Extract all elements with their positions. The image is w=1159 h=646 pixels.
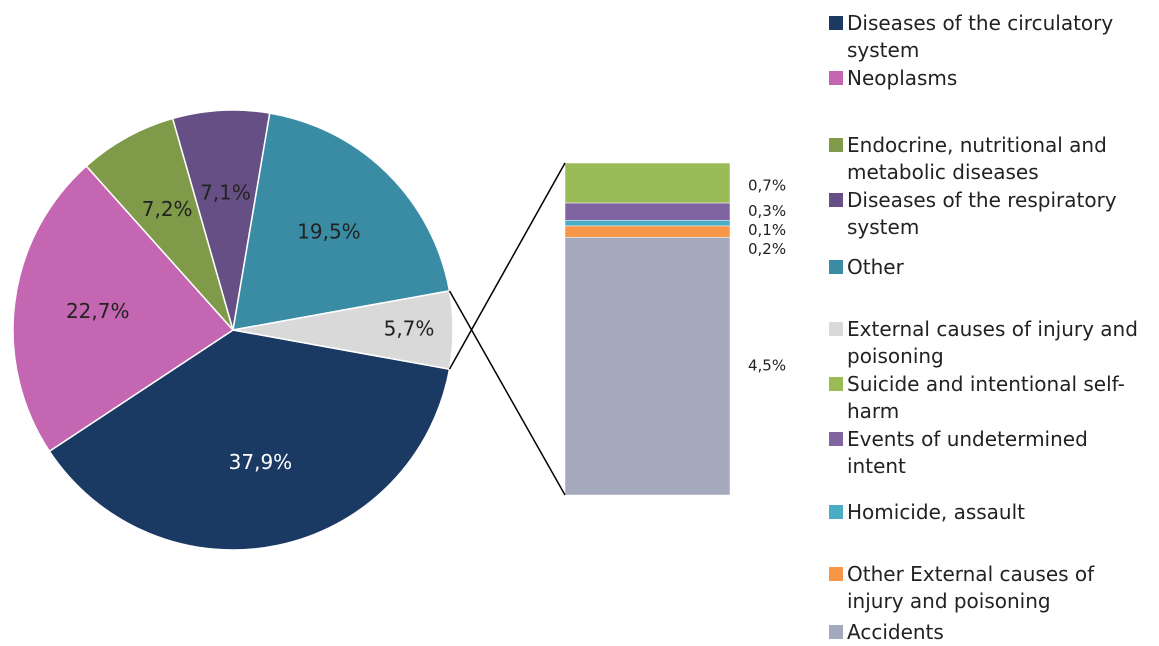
legend-label: Homicide, assault bbox=[847, 500, 1026, 524]
bar-label: 4,5% bbox=[748, 357, 786, 375]
legend-label: Other bbox=[847, 255, 904, 279]
legend-entry: Suicide and intentional self-harm bbox=[829, 371, 1149, 425]
legend-entry: Events of undetermined intent bbox=[829, 426, 1149, 480]
pie-slice bbox=[48, 329, 451, 551]
legend-entry: Neoplasms bbox=[829, 65, 1149, 92]
data-label: 7,2% bbox=[142, 197, 193, 221]
data-label: 22,7% bbox=[66, 299, 130, 323]
legend-label: External causes of injury and poisoning bbox=[847, 317, 1138, 368]
bar-segment bbox=[564, 237, 731, 496]
legend-entry: Other External causes of injury and pois… bbox=[829, 561, 1149, 615]
legend-entry: Accidents bbox=[829, 619, 1149, 646]
legend-label: Suicide and intentional self-harm bbox=[847, 372, 1125, 423]
pie-slice bbox=[85, 117, 234, 331]
legend-entry: Other bbox=[829, 254, 1149, 281]
legend-swatch bbox=[829, 260, 843, 274]
bar-segment bbox=[564, 162, 731, 204]
legend-swatch bbox=[829, 377, 843, 391]
legend-label: Neoplasms bbox=[847, 66, 958, 90]
legend-swatch bbox=[829, 432, 843, 446]
legend-swatch bbox=[829, 322, 843, 336]
legend-swatch bbox=[829, 16, 843, 30]
legend-swatch bbox=[829, 505, 843, 519]
bar-segment bbox=[564, 202, 731, 221]
legend-swatch bbox=[829, 625, 843, 639]
data-label: 19,5% bbox=[297, 220, 361, 244]
legend-label: Diseases of the respiratory system bbox=[847, 188, 1117, 239]
legend-label: Accidents bbox=[847, 620, 944, 644]
pie-slice bbox=[12, 164, 235, 453]
legend-swatch bbox=[829, 567, 843, 581]
bar-segment bbox=[564, 225, 731, 238]
legend-entry: Diseases of the respiratory system bbox=[829, 187, 1149, 241]
legend-swatch bbox=[829, 71, 843, 85]
legend-entry: External causes of injury and poisoning bbox=[829, 316, 1149, 370]
bar-segment bbox=[564, 219, 731, 227]
data-label: 5,7% bbox=[384, 317, 435, 341]
legend-label: Events of undetermined intent bbox=[847, 427, 1088, 478]
bar-label: 0,2% bbox=[748, 240, 786, 258]
legend-swatch bbox=[829, 138, 843, 152]
legend-entry: Homicide, assault bbox=[829, 499, 1149, 526]
data-label: 37,9% bbox=[229, 450, 293, 474]
connector bbox=[448, 162, 566, 370]
legend-label: Other External causes of injury and pois… bbox=[847, 562, 1095, 613]
bar-label: 0,1% bbox=[748, 221, 786, 239]
bar-label: 0,3% bbox=[748, 202, 786, 220]
legend-entry: Diseases of the circulatory system bbox=[829, 10, 1149, 64]
legend-entry: Endocrine, nutritional and metabolic dis… bbox=[829, 132, 1149, 186]
bar-label: 0,7% bbox=[748, 177, 786, 195]
data-label: 7,1% bbox=[200, 180, 251, 204]
legend-label: Endocrine, nutritional and metabolic dis… bbox=[847, 133, 1107, 184]
legend-label: Diseases of the circulatory system bbox=[847, 11, 1114, 62]
pie-slice bbox=[232, 112, 451, 331]
legend-swatch bbox=[829, 193, 843, 207]
connector bbox=[448, 290, 566, 496]
